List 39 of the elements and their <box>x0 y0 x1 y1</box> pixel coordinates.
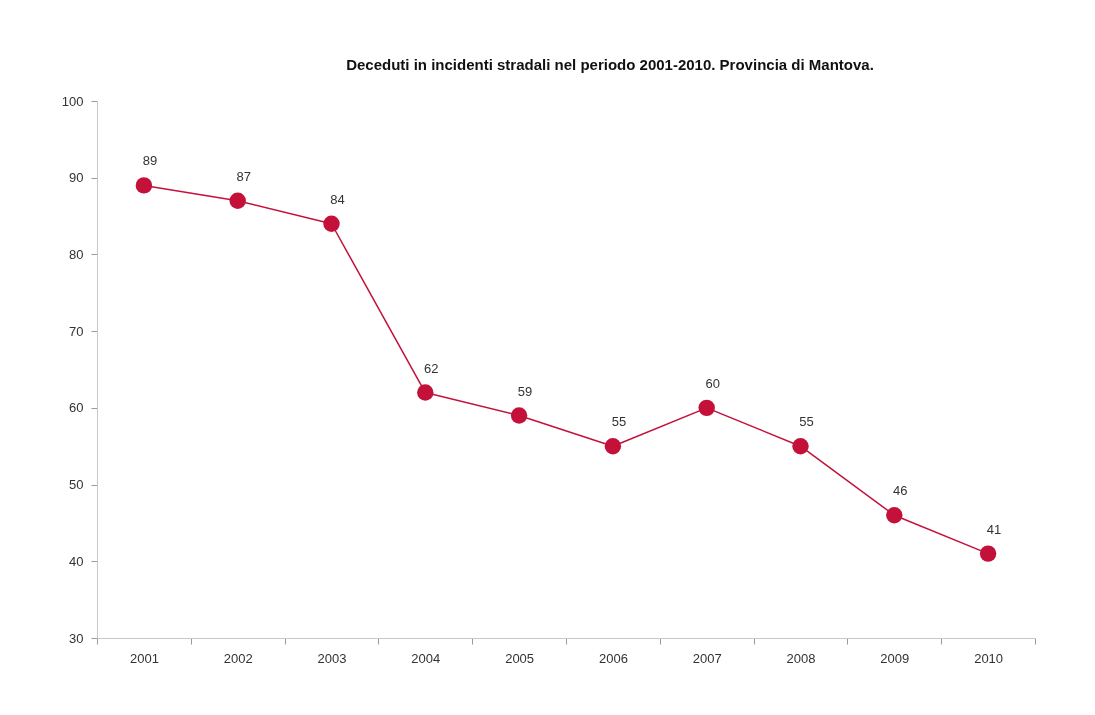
data-label: 59 <box>517 383 533 399</box>
data-label: 41 <box>986 521 1002 537</box>
data-label: 55 <box>611 414 627 430</box>
x-tick-label: 2004 <box>411 650 441 666</box>
point <box>792 438 809 455</box>
x-tick-label: 2006 <box>598 650 628 666</box>
data-label: 89 <box>142 153 158 169</box>
x-tick-label: 2007 <box>692 650 722 666</box>
y-tick-label: 90 <box>69 170 84 186</box>
x-tick-label: 2005 <box>505 650 535 666</box>
y-tick-label: 40 <box>69 553 84 569</box>
data-label: 87 <box>236 168 251 184</box>
point <box>604 438 622 455</box>
point <box>979 545 997 562</box>
point <box>886 507 903 524</box>
x-tick-label: 2002 <box>223 650 253 666</box>
chart-title: Deceduti in incidenti stradali nel periodo 2001-2010. Provincia di Mantova. <box>346 56 874 73</box>
y-tick-label: 60 <box>69 400 84 416</box>
point <box>510 407 528 424</box>
y-tick-label: 100 <box>61 93 84 109</box>
x-tick-label: 2010 <box>974 650 1004 666</box>
x-tick-label: 2008 <box>786 650 816 666</box>
data-label: 84 <box>330 191 345 207</box>
x-tick-label: 2003 <box>317 650 347 666</box>
y-tick-label: 50 <box>69 477 84 493</box>
point <box>417 384 434 401</box>
data-label: 60 <box>705 375 720 391</box>
y-tick-label: 70 <box>69 323 84 339</box>
x-tick-label: 2001 <box>129 650 159 666</box>
data-label: 62 <box>424 360 439 376</box>
y-tick-label: 80 <box>69 246 84 262</box>
point <box>698 399 715 417</box>
point <box>135 177 153 194</box>
point <box>229 192 246 209</box>
data-label: 55 <box>799 414 814 430</box>
point <box>323 215 340 232</box>
data-label: 46 <box>893 483 908 499</box>
y-tick-label: 30 <box>69 630 84 646</box>
x-tick-label: 2009 <box>880 650 910 666</box>
